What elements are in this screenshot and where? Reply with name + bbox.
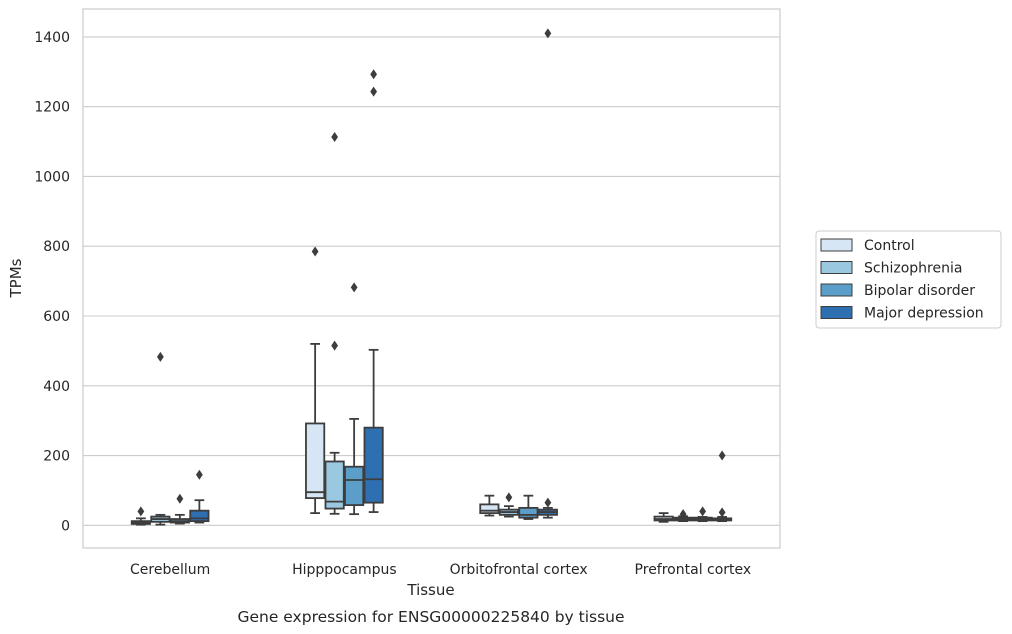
outlier-point bbox=[331, 340, 339, 351]
box-control bbox=[130, 506, 151, 526]
legend-label: Major depression bbox=[864, 306, 984, 322]
outlier-point bbox=[331, 132, 339, 143]
figure-caption: Gene expression for ENSG00000225840 by t… bbox=[237, 608, 624, 626]
outlier-point bbox=[176, 493, 184, 504]
box-schizophrenia bbox=[150, 351, 171, 526]
box-schizophrenia bbox=[673, 509, 694, 523]
y-axis-ticks: 0 200 400 600 800 1000 1200 1400 bbox=[34, 30, 70, 534]
legend-label: Bipolar disorder bbox=[864, 283, 975, 299]
box-major-depression bbox=[363, 69, 384, 513]
iqr-box bbox=[479, 503, 500, 515]
outlier-point bbox=[718, 507, 726, 518]
outlier-point bbox=[195, 469, 203, 480]
outlier-point bbox=[156, 351, 164, 362]
x-axis-ticks: Cerebellum Hipppocampus Orbitofrontal cort… bbox=[130, 562, 751, 578]
outlier-point bbox=[505, 492, 513, 503]
box-control bbox=[479, 494, 500, 517]
grid-lines bbox=[83, 36, 780, 526]
box-plots bbox=[130, 28, 733, 526]
x-tick-label: Hipppocampus bbox=[292, 562, 397, 578]
y-tick-label: 800 bbox=[43, 239, 70, 255]
outlier-point bbox=[370, 86, 378, 97]
legend-label: Control bbox=[864, 238, 915, 254]
x-tick-label: Orbitofrontal cortex bbox=[450, 562, 588, 578]
box-bipolar-disorder bbox=[518, 494, 539, 520]
box-bipolar-disorder bbox=[344, 282, 365, 516]
box-schizophrenia bbox=[498, 492, 519, 518]
box-control bbox=[305, 246, 326, 515]
legend-swatch bbox=[820, 238, 853, 252]
outlier-point bbox=[544, 497, 552, 508]
x-axis-label: Tissue bbox=[406, 581, 454, 599]
iqr-box bbox=[305, 422, 326, 500]
legend: Control Schizophrenia Bipolar disorder Majo… bbox=[815, 230, 1002, 329]
outlier-point bbox=[699, 506, 707, 517]
legend-swatch bbox=[820, 306, 853, 319]
box-control bbox=[653, 512, 674, 523]
outlier-point bbox=[370, 69, 378, 80]
box-major-depression bbox=[537, 28, 558, 519]
iqr-box bbox=[189, 509, 210, 523]
outlier-point bbox=[311, 246, 319, 257]
outlier-point bbox=[350, 282, 358, 293]
y-axis-label: TPMs bbox=[7, 258, 25, 298]
iqr-box bbox=[324, 460, 345, 510]
outlier-point bbox=[544, 28, 552, 39]
outlier-point bbox=[679, 509, 687, 520]
y-tick-label: 600 bbox=[43, 309, 70, 325]
y-tick-label: 400 bbox=[43, 379, 70, 395]
y-tick-label: 1400 bbox=[34, 30, 70, 46]
box-major-depression bbox=[189, 469, 210, 524]
legend-swatch bbox=[820, 283, 853, 297]
box-bipolar-disorder bbox=[692, 506, 713, 523]
legend-label: Schizophrenia bbox=[864, 261, 962, 277]
box-major-depression bbox=[712, 450, 733, 523]
iqr-box bbox=[344, 465, 365, 506]
y-tick-label: 1000 bbox=[34, 169, 70, 185]
box-schizophrenia bbox=[324, 132, 345, 515]
outlier-point bbox=[137, 506, 145, 517]
x-tick-label: Prefrontal cortex bbox=[635, 562, 752, 578]
y-tick-label: 200 bbox=[43, 449, 70, 465]
legend-frame bbox=[815, 230, 1002, 329]
box-bipolar-disorder bbox=[169, 493, 190, 525]
outlier-point bbox=[718, 450, 726, 461]
plot-frame bbox=[82, 8, 781, 549]
iqr-box bbox=[518, 506, 539, 519]
legend-swatch bbox=[820, 261, 853, 274]
y-tick-label: 1200 bbox=[34, 100, 70, 116]
x-tick-label: Cerebellum bbox=[130, 562, 210, 578]
iqr-box bbox=[363, 426, 384, 504]
y-tick-label: 0 bbox=[61, 518, 70, 534]
